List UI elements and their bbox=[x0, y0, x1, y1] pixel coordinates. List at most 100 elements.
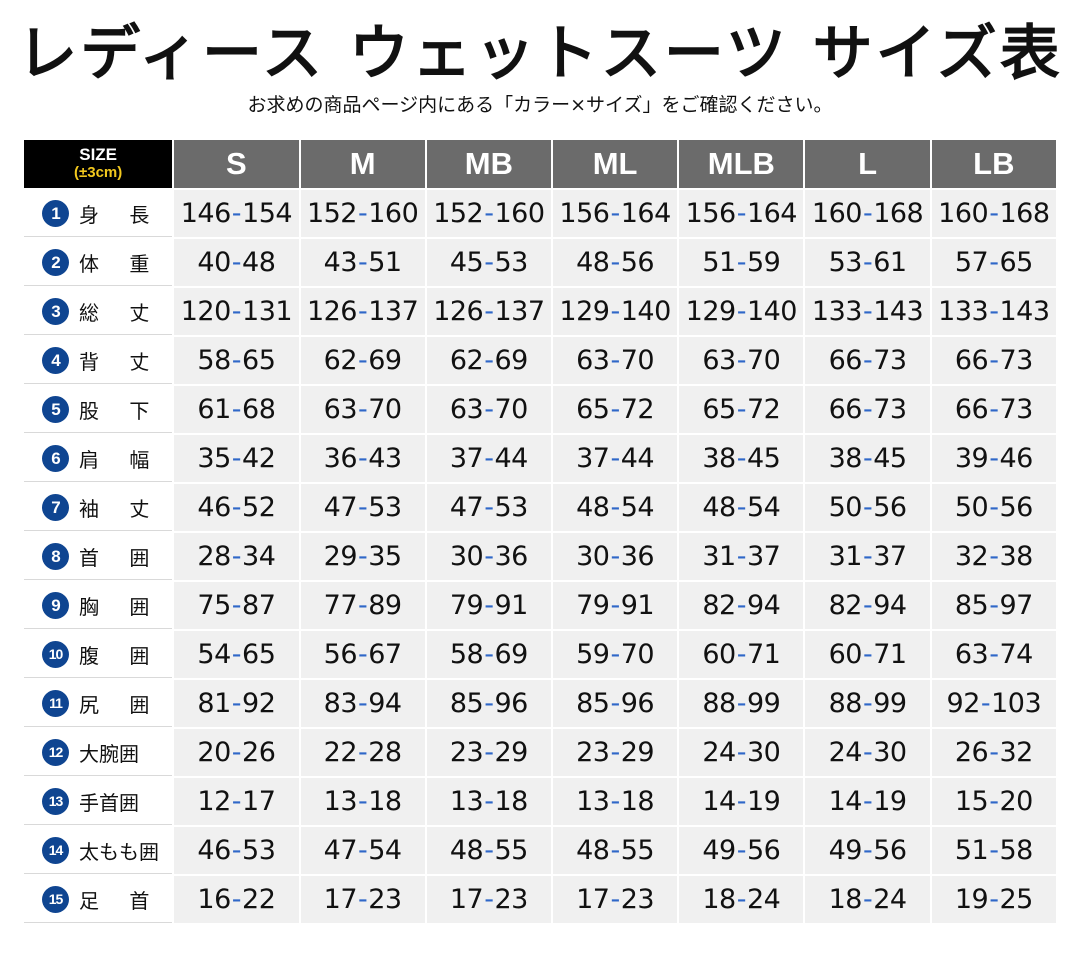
range-max: 74 bbox=[999, 639, 1033, 670]
range-max: 28 bbox=[368, 737, 402, 768]
range-min: 126 bbox=[433, 296, 484, 327]
range-max: 71 bbox=[746, 639, 781, 670]
value-cell: 77-89 bbox=[300, 582, 425, 629]
range-min: 60 bbox=[702, 639, 736, 670]
row-label: 7 袖 丈 bbox=[24, 484, 173, 531]
range-max: 99 bbox=[873, 688, 907, 719]
range-max: 69 bbox=[494, 639, 528, 670]
range-separator: - bbox=[980, 688, 991, 719]
range-max: 65 bbox=[999, 247, 1033, 278]
size-column-header: MB bbox=[426, 140, 551, 188]
range-min: 59 bbox=[576, 639, 610, 670]
value-cell: 60-71 bbox=[805, 631, 930, 678]
row-name: 太もも囲 bbox=[79, 839, 159, 864]
range-max: 56 bbox=[873, 835, 907, 866]
row-name: 股 下 bbox=[79, 398, 162, 423]
value-cell: 57-65 bbox=[931, 239, 1056, 286]
range-max: 54 bbox=[620, 492, 655, 523]
range-min: 63 bbox=[702, 345, 736, 376]
range-separator: - bbox=[358, 345, 368, 376]
range-max: 53 bbox=[494, 247, 528, 278]
value-cell: 126-137 bbox=[426, 288, 551, 335]
row-number-badge: 2 bbox=[42, 248, 69, 276]
range-separator: - bbox=[989, 345, 999, 376]
value-cell: 31-37 bbox=[679, 533, 804, 580]
row-label: 11 尻 囲 bbox=[24, 680, 173, 727]
value-cell: 17-23 bbox=[552, 876, 678, 923]
range-max: 54 bbox=[746, 492, 781, 523]
value-cell: 63-70 bbox=[552, 337, 678, 384]
range-separator: - bbox=[862, 198, 873, 229]
row-name: 総 丈 bbox=[79, 300, 162, 325]
value-cell: 85-96 bbox=[426, 680, 551, 727]
range-separator: - bbox=[484, 590, 494, 621]
range-max: 61 bbox=[873, 247, 907, 278]
range-max: 53 bbox=[242, 835, 276, 866]
range-separator: - bbox=[610, 247, 620, 278]
value-cell: 160-168 bbox=[931, 190, 1056, 237]
row-label: 8 首 囲 bbox=[24, 533, 173, 580]
range-max: 55 bbox=[494, 835, 528, 866]
range-separator: - bbox=[610, 737, 620, 768]
range-max: 94 bbox=[746, 590, 781, 621]
range-separator: - bbox=[358, 835, 368, 866]
range-separator: - bbox=[484, 394, 494, 425]
range-separator: - bbox=[358, 296, 368, 327]
range-separator: - bbox=[358, 198, 368, 229]
size-column-header: ML bbox=[552, 140, 678, 188]
range-min: 160 bbox=[811, 198, 863, 229]
row-name: 手首囲 bbox=[79, 790, 139, 815]
row-number-badge: 3 bbox=[42, 297, 69, 325]
range-min: 133 bbox=[811, 296, 863, 327]
value-cell: 48-56 bbox=[552, 239, 678, 286]
range-min: 77 bbox=[323, 590, 358, 621]
range-min: 81 bbox=[197, 688, 231, 719]
value-cell: 146-154 bbox=[174, 190, 299, 237]
value-cell: 15-20 bbox=[931, 778, 1056, 825]
row-number-badge: 14 bbox=[42, 836, 69, 864]
range-separator: - bbox=[484, 835, 494, 866]
range-separator: - bbox=[862, 345, 873, 376]
range-min: 14 bbox=[702, 786, 736, 817]
range-separator: - bbox=[231, 198, 242, 229]
value-cell: 19-25 bbox=[931, 876, 1056, 923]
range-separator: - bbox=[358, 443, 368, 474]
range-min: 88 bbox=[702, 688, 736, 719]
row-number-badge: 5 bbox=[42, 395, 69, 423]
range-separator: - bbox=[736, 492, 747, 523]
value-cell: 88-99 bbox=[679, 680, 804, 727]
range-min: 156 bbox=[559, 198, 610, 229]
range-min: 40 bbox=[197, 247, 231, 278]
value-cell: 82-94 bbox=[805, 582, 930, 629]
range-max: 69 bbox=[368, 345, 402, 376]
size-column-header: L bbox=[805, 140, 930, 188]
range-separator: - bbox=[231, 639, 242, 670]
range-separator: - bbox=[862, 786, 873, 817]
range-max: 160 bbox=[368, 198, 419, 229]
range-separator: - bbox=[989, 884, 999, 915]
range-min: 43 bbox=[323, 247, 358, 278]
range-max: 73 bbox=[873, 394, 907, 425]
range-max: 18 bbox=[620, 786, 655, 817]
value-cell: 48-54 bbox=[552, 484, 678, 531]
value-cell: 24-30 bbox=[679, 729, 804, 776]
range-min: 28 bbox=[197, 541, 231, 572]
row-number-badge: 4 bbox=[42, 346, 69, 374]
range-separator: - bbox=[736, 541, 747, 572]
value-cell: 83-94 bbox=[300, 680, 425, 727]
range-max: 59 bbox=[746, 247, 781, 278]
range-min: 13 bbox=[449, 786, 484, 817]
range-separator: - bbox=[484, 786, 494, 817]
range-min: 120 bbox=[180, 296, 232, 327]
table-row: 13 手首囲 12-17 13-18 13-18 13-18 14-19 14-19 15-20 bbox=[24, 778, 1056, 825]
row-number-badge: 9 bbox=[42, 591, 69, 619]
value-cell: 49-56 bbox=[679, 827, 804, 874]
range-max: 73 bbox=[873, 345, 907, 376]
value-cell: 63-74 bbox=[931, 631, 1056, 678]
range-min: 48 bbox=[576, 492, 610, 523]
range-separator: - bbox=[610, 688, 620, 719]
